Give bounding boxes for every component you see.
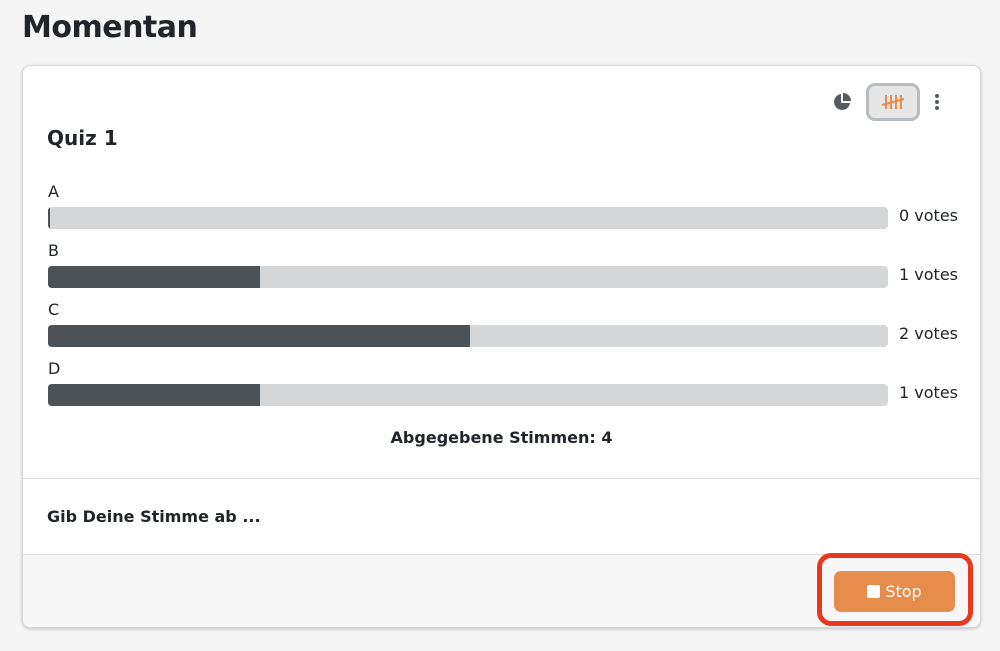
page-title: Momentan (22, 10, 198, 45)
option-row: A 0 votes (48, 182, 958, 229)
option-bar-fill (48, 325, 470, 347)
option-bar-fill (48, 207, 50, 229)
poll-title: Quiz 1 (47, 126, 118, 150)
poll-card: Quiz 1 A 0 votes B 1 votes C 2 votes D 1 vo… (22, 65, 981, 628)
option-bar (48, 207, 888, 229)
option-bar-fill (48, 384, 260, 406)
option-row: D 1 votes (48, 359, 958, 406)
vote-prompt[interactable]: Gib Deine Stimme ab ... (23, 478, 980, 555)
option-votes: 2 votes (899, 324, 958, 343)
option-bar-fill (48, 266, 260, 288)
option-row: C 2 votes (48, 300, 958, 347)
option-bar (48, 325, 888, 347)
option-label: C (48, 300, 60, 319)
total-votes: Abgegebene Stimmen: 4 (390, 428, 613, 447)
option-label: A (48, 182, 59, 201)
more-vertical-icon[interactable] (934, 93, 940, 111)
pie-chart-icon[interactable] (832, 92, 852, 112)
option-votes: 1 votes (899, 383, 958, 402)
stop-button[interactable]: Stop (834, 571, 955, 612)
option-row: B 1 votes (48, 241, 958, 288)
option-votes: 0 votes (899, 206, 958, 225)
option-label: B (48, 241, 59, 260)
option-bar (48, 266, 888, 288)
tally-icon (881, 95, 905, 109)
stop-label: Stop (885, 582, 922, 601)
option-votes: 1 votes (899, 265, 958, 284)
option-bar (48, 384, 888, 406)
tally-view-button[interactable] (866, 83, 920, 121)
vote-prompt-text: Gib Deine Stimme ab ... (47, 507, 261, 526)
stop-icon (867, 585, 881, 598)
option-label: D (48, 359, 61, 378)
highlight-box (817, 553, 973, 626)
